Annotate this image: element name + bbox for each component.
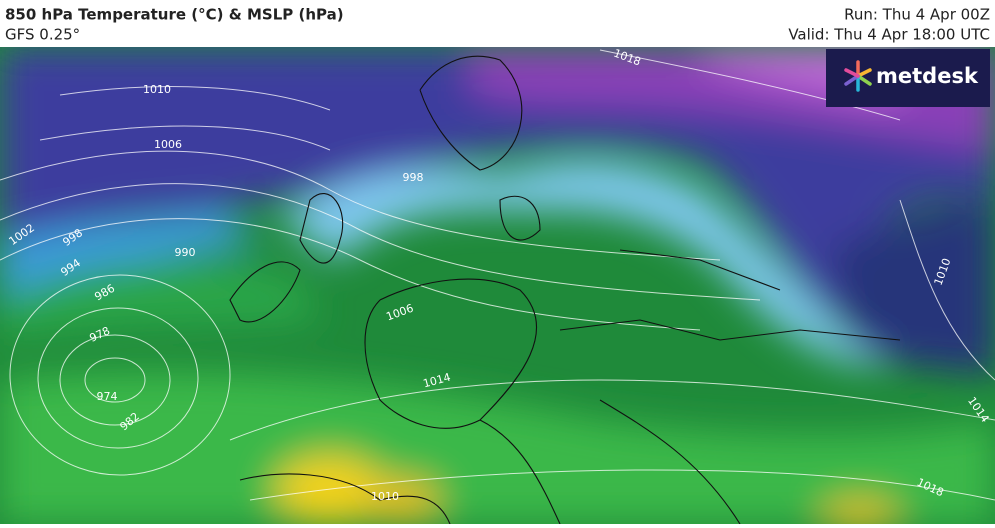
subtitle: GFS 0.25° (5, 26, 80, 44)
coastlines (229, 55, 901, 524)
logo: metdesk (826, 49, 990, 107)
title: 850 hPa Temperature (°C) & MSLP (hPa) (5, 6, 344, 24)
isobar-label: 998 (403, 171, 424, 184)
header-bg (0, 0, 995, 46)
isobar-label: 990 (175, 246, 196, 259)
isobar-lines (0, 49, 995, 501)
isobar-label: 974 (97, 390, 118, 403)
isobar-label: 1010 (143, 83, 171, 96)
valid-time: Valid: Thu 4 Apr 18:00 UTC (788, 26, 990, 44)
logo-text: metdesk (876, 64, 979, 88)
isobar-label: 1010 (371, 490, 399, 503)
run-time: Run: Thu 4 Apr 00Z (844, 6, 990, 24)
map: 1010 1006 1002 998 994 990 986 978 974 9… (0, 47, 995, 524)
isobar-label: 1006 (154, 138, 182, 151)
